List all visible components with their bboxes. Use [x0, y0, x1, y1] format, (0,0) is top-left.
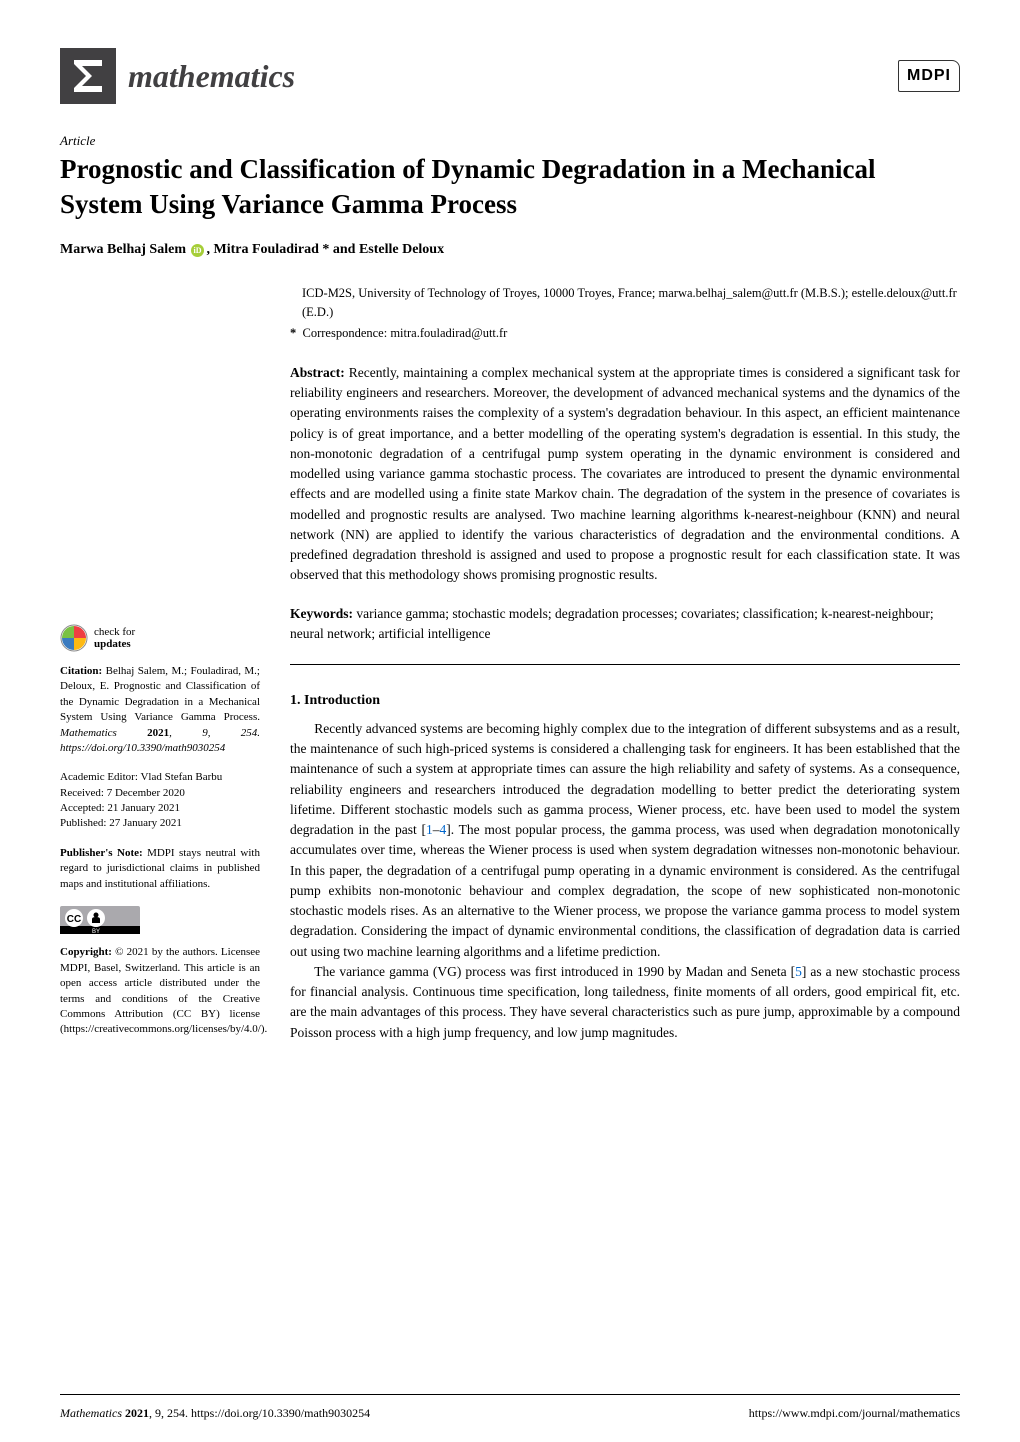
- check-updates-text: check for updates: [94, 626, 135, 650]
- sidebar: check for updates Citation: Belhaj Salem…: [60, 284, 260, 1052]
- published-date: Published: 27 January 2021: [60, 816, 260, 831]
- page-header: mathematics MDPI: [60, 48, 960, 104]
- correspond-star: *: [290, 326, 296, 340]
- received-date: Received: 7 December 2020: [60, 786, 260, 801]
- keywords-text: variance gamma; stochastic models; degra…: [290, 606, 934, 641]
- footer-right[interactable]: https://www.mdpi.com/journal/mathematics: [749, 1405, 960, 1422]
- keywords: Keywords: variance gamma; stochastic mod…: [290, 604, 960, 645]
- svg-text:CC: CC: [67, 914, 81, 925]
- section-divider: [290, 664, 960, 665]
- section-heading: 1. Introduction: [290, 691, 960, 711]
- correspondence: * Correspondence: mitra.fouladirad@utt.f…: [290, 325, 960, 343]
- page-footer: Mathematics 2021, 9, 254. https://doi.or…: [60, 1394, 960, 1422]
- cc-by-badge[interactable]: CC BY: [60, 906, 260, 939]
- mdpi-logo: MDPI: [898, 60, 960, 92]
- para-text: ]. The most popular process, the gamma p…: [290, 822, 960, 959]
- footer-left: Mathematics 2021, 9, 254. https://doi.or…: [60, 1405, 370, 1422]
- main-content: ICD-M2S, University of Technology of Tro…: [290, 284, 960, 1052]
- citation-ref[interactable]: 5: [795, 964, 802, 979]
- abstract-label: Abstract:: [290, 365, 345, 380]
- abstract: Abstract: Recently, maintaining a comple…: [290, 363, 960, 586]
- body-paragraph: Recently advanced systems are becoming h…: [290, 719, 960, 962]
- crossmark-icon: [60, 624, 88, 652]
- author-name: Marwa Belhaj Salem: [60, 242, 186, 257]
- copyright-text: © 2021 by the authors. Licensee MDPI, Ba…: [60, 946, 267, 1035]
- body-paragraph: The variance gamma (VG) process was firs…: [290, 962, 960, 1043]
- article-type: Article: [60, 132, 960, 150]
- sigma-icon: [60, 48, 116, 104]
- citation-block: Citation: Belhaj Salem, M.; Fouladirad, …: [60, 664, 260, 756]
- check-for-label: check for: [94, 626, 135, 638]
- editor-block: Academic Editor: Vlad Stefan Barbu Recei…: [60, 770, 260, 832]
- publishers-note-block: Publisher's Note: MDPI stays neutral wit…: [60, 846, 260, 892]
- accepted-date: Accepted: 21 January 2021: [60, 801, 260, 816]
- copyright-block: Copyright: © 2021 by the authors. Licens…: [60, 945, 260, 1037]
- correspond-text: Correspondence: mitra.fouladirad@utt.fr: [303, 326, 508, 340]
- footer-journal: Mathematics: [60, 1406, 125, 1420]
- keywords-label: Keywords:: [290, 606, 353, 621]
- article-title: Prognostic and Classification of Dynamic…: [60, 152, 960, 222]
- citation-ref[interactable]: 1: [426, 822, 433, 837]
- abstract-text: Recently, maintaining a complex mechanic…: [290, 365, 960, 583]
- footer-doi: , 9, 254. https://doi.org/10.3390/math90…: [149, 1406, 370, 1420]
- citation-year: 2021: [117, 727, 169, 739]
- footer-year: 2021: [125, 1406, 149, 1420]
- author-names-rest: , Mitra Fouladirad * and Estelle Deloux: [206, 242, 444, 257]
- citation-label: Citation:: [60, 665, 102, 677]
- svg-text:BY: BY: [92, 929, 100, 934]
- para-text: The variance gamma (VG) process was firs…: [314, 964, 795, 979]
- journal-name: mathematics: [128, 54, 295, 99]
- pubnote-label: Publisher's Note:: [60, 847, 143, 859]
- check-updates-badge[interactable]: check for updates: [60, 624, 260, 652]
- updates-label: updates: [94, 638, 131, 650]
- para-text: Recently advanced systems are becoming h…: [290, 721, 960, 837]
- affiliation: ICD-M2S, University of Technology of Tro…: [290, 284, 960, 322]
- journal-logo: mathematics: [60, 48, 295, 104]
- citation-journal: Mathematics: [60, 727, 117, 739]
- orcid-icon[interactable]: [191, 244, 204, 257]
- copyright-label: Copyright:: [60, 946, 112, 958]
- authors: Marwa Belhaj Salem , Mitra Fouladirad * …: [60, 240, 960, 260]
- academic-editor: Academic Editor: Vlad Stefan Barbu: [60, 770, 260, 785]
